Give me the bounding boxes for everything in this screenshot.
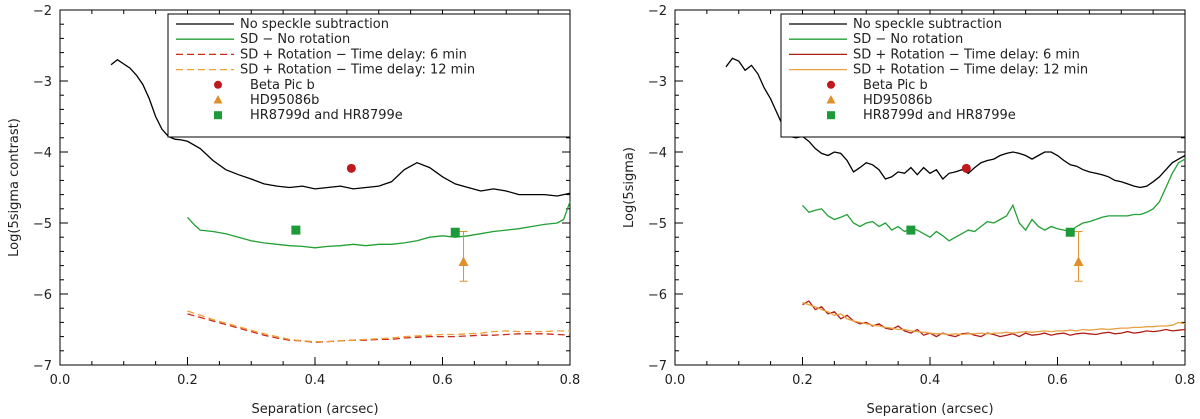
y-tick-label: −5	[33, 217, 52, 232]
series-line-4	[187, 310, 570, 343]
legend-marker-triangle	[826, 95, 836, 104]
marker-square	[906, 225, 916, 235]
legend-label: HR8799d and HR8799e	[250, 108, 403, 123]
y-tick-label: −6	[648, 288, 667, 303]
y-axis-title: Log(5sigma)	[622, 147, 637, 228]
legend-label: No speckle subtraction	[240, 17, 389, 32]
legend-label: SD + Rotation − Time delay: 6 min	[240, 47, 467, 62]
y-tick-label: −4	[33, 146, 52, 161]
series-line-2	[187, 201, 571, 249]
chart-panel-2: 0.0 0.2 0.4 0.6 0.8 −7 −6 −5 −4 −3 −2 Separation (a…	[622, 4, 1195, 417]
series-line-4	[802, 301, 1186, 336]
series-line-3	[187, 313, 571, 343]
legend-label: SD + Rotation − Time delay: 12 min	[240, 63, 475, 78]
y-tick-label: −2	[33, 4, 52, 19]
marker-square	[291, 225, 301, 235]
legend-label: SD − No rotation	[853, 32, 963, 47]
legend-label: HR8799d and HR8799e	[863, 108, 1016, 123]
legend-marker-triangle	[213, 95, 223, 104]
legend-marker-square	[214, 111, 222, 120]
legend-marker-circle	[214, 80, 222, 89]
legend-label: SD + Rotation − Time delay: 6 min	[853, 47, 1080, 62]
x-axis-title: Separation (arcsec)	[251, 402, 378, 417]
y-tick-label: −3	[648, 75, 667, 90]
series-line-2	[802, 158, 1186, 242]
marker-square	[450, 227, 460, 237]
y-tick-label: −7	[648, 359, 667, 374]
legend-marker-square	[827, 111, 835, 120]
legend-box	[780, 13, 1186, 138]
marker-square	[1065, 227, 1075, 237]
x-tick-label: 0.4	[305, 373, 326, 388]
marker-circle	[346, 163, 356, 173]
marker-triangle	[1073, 256, 1084, 267]
legend-label: HD95086b	[250, 93, 319, 108]
legend-label: SD + Rotation − Time delay: 12 min	[853, 63, 1088, 78]
legend-marker-circle	[827, 80, 835, 89]
legend-label: Beta Pic b	[863, 78, 928, 93]
x-tick-label: 0.2	[177, 373, 198, 388]
y-tick-label: −6	[33, 288, 52, 303]
y-tick-label: −4	[648, 146, 667, 161]
y-axis-title: Log(5sigma contrast)	[7, 118, 22, 257]
legend-label: Beta Pic b	[250, 78, 315, 93]
y-tick-label: −3	[33, 75, 52, 90]
legend-box	[167, 13, 571, 138]
x-tick-label: 0.8	[1175, 373, 1196, 388]
y-tick-label: −7	[33, 359, 52, 374]
marker-circle	[961, 163, 971, 173]
x-tick-label: 0.0	[50, 373, 71, 388]
x-tick-label: 0.4	[920, 373, 941, 388]
legend-label: HD95086b	[863, 93, 932, 108]
x-tick-label: 0.0	[665, 373, 686, 388]
chart-panel-1: 0.0 0.2 0.4 0.6 0.8 −7 −6 −5 −4 −3 −2 Separation (a…	[7, 4, 580, 417]
x-axis-title: Separation (arcsec)	[866, 402, 993, 417]
series-line-1	[110, 58, 571, 197]
x-tick-label: 0.6	[432, 373, 453, 388]
y-tick-label: −2	[648, 4, 667, 19]
x-tick-label: 0.8	[560, 373, 581, 388]
y-tick-label: −5	[648, 217, 667, 232]
x-tick-label: 0.6	[1047, 373, 1068, 388]
series-line-3	[802, 300, 1186, 338]
legend-label: SD − No rotation	[240, 32, 350, 47]
marker-triangle	[458, 256, 469, 267]
legend-label: No speckle subtraction	[853, 17, 1002, 32]
x-tick-label: 0.2	[792, 373, 813, 388]
